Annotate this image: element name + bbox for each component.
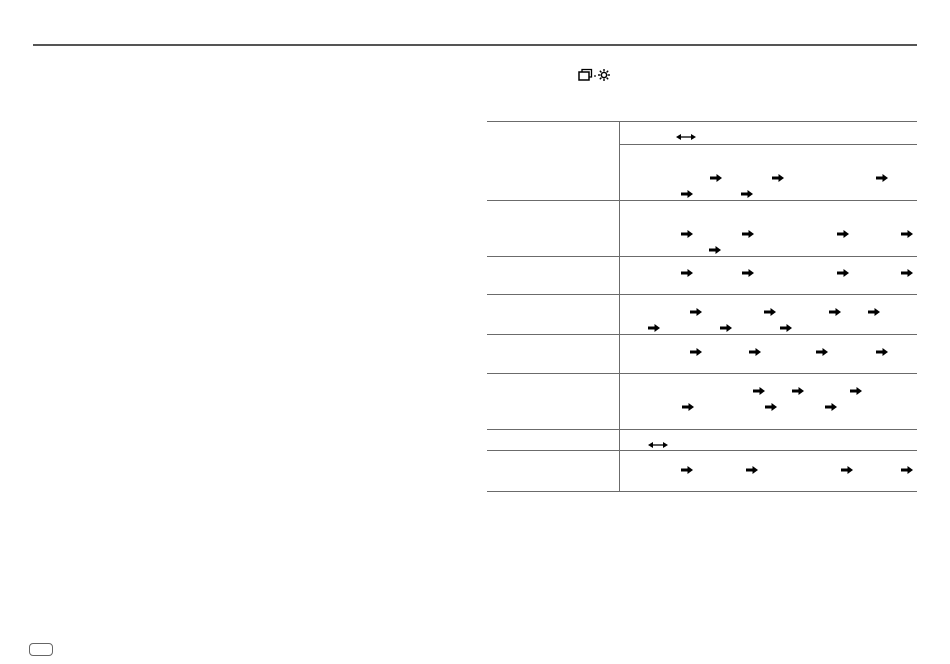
- double-arrow-icon: [676, 128, 696, 140]
- right-arrow-icon: [710, 169, 722, 182]
- table-row-divider: [487, 334, 917, 335]
- right-arrow-icon: [741, 185, 753, 198]
- right-arrow-icon: [841, 461, 853, 474]
- header-rule: [33, 44, 917, 46]
- table-row-divider: [619, 144, 917, 145]
- right-arrow-icon: [720, 319, 732, 332]
- table-row-divider: [487, 373, 917, 374]
- double-arrow-icon: [648, 436, 668, 448]
- right-arrow-icon: [681, 225, 693, 238]
- right-arrow-icon: [829, 303, 841, 316]
- table-row-divider: [487, 450, 917, 451]
- table-row-divider: [487, 491, 917, 492]
- right-arrow-icon: [868, 303, 880, 316]
- right-arrow-icon: [765, 398, 777, 411]
- right-arrow-icon: [792, 382, 804, 395]
- right-arrow-icon: [746, 461, 758, 474]
- table-row-divider: [487, 121, 917, 122]
- table-row-divider: [487, 294, 917, 295]
- right-arrow-icon: [901, 461, 913, 474]
- right-arrow-icon: [876, 169, 888, 182]
- right-arrow-icon: [749, 343, 761, 356]
- window-settings-icon: [578, 68, 610, 81]
- right-arrow-icon: [772, 169, 784, 182]
- right-arrow-icon: [742, 264, 754, 277]
- right-arrow-icon: [876, 343, 888, 356]
- right-arrow-icon: [816, 343, 828, 356]
- table-row-divider: [487, 200, 917, 201]
- right-arrow-icon: [901, 264, 913, 277]
- table-row-divider: [487, 429, 917, 430]
- right-arrow-icon: [690, 303, 702, 316]
- right-arrow-icon: [837, 225, 849, 238]
- table-row-divider: [487, 256, 917, 257]
- right-arrow-icon: [825, 398, 837, 411]
- right-arrow-icon: [690, 343, 702, 356]
- right-arrow-icon: [780, 319, 792, 332]
- right-arrow-icon: [681, 185, 693, 198]
- right-arrow-icon: [764, 303, 776, 316]
- right-arrow-icon: [681, 461, 693, 474]
- right-arrow-icon: [681, 264, 693, 277]
- right-arrow-icon: [709, 241, 721, 254]
- right-arrow-icon: [901, 225, 913, 238]
- right-arrow-icon: [753, 382, 765, 395]
- right-arrow-icon: [837, 264, 849, 277]
- right-arrow-icon: [682, 398, 694, 411]
- right-arrow-icon: [850, 382, 862, 395]
- right-arrow-icon: [742, 225, 754, 238]
- page-number-badge: [29, 643, 53, 656]
- right-arrow-icon: [648, 319, 660, 332]
- table-column-divider: [619, 121, 620, 491]
